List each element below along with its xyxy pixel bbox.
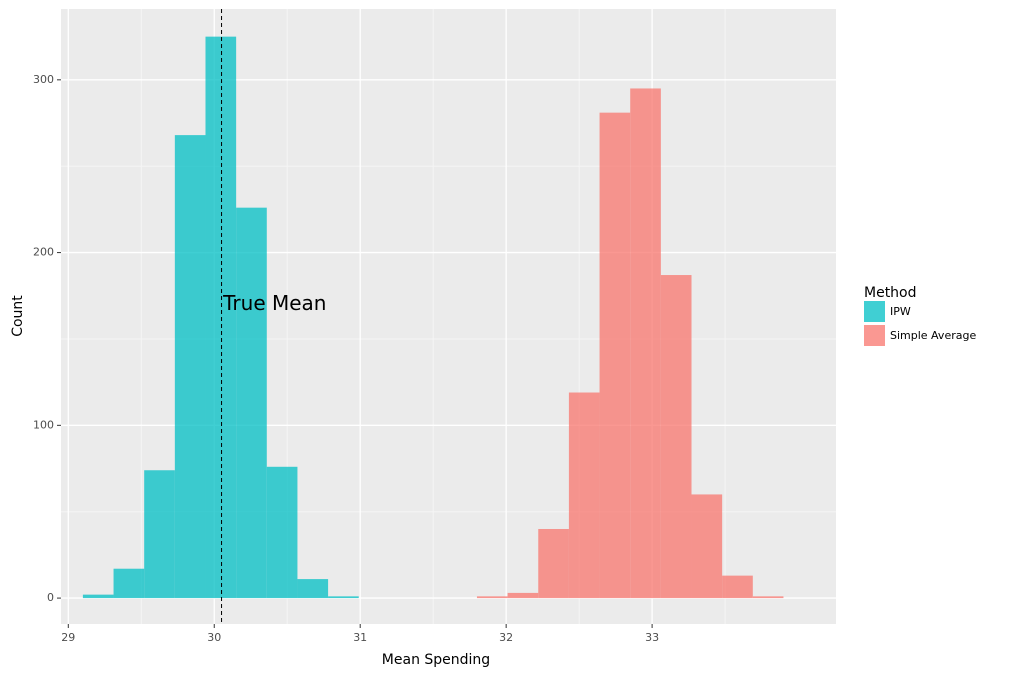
x-tick-label: 33 xyxy=(645,631,659,644)
bar-simple-average xyxy=(630,88,661,599)
histogram-bars xyxy=(82,36,784,599)
bar-ipw xyxy=(144,470,175,599)
bar-simple-average xyxy=(599,112,631,599)
bar-ipw xyxy=(266,466,298,599)
legend-key xyxy=(864,325,885,346)
legend: Method IPW Simple Average xyxy=(864,285,976,346)
y-tick-label: 200 xyxy=(33,246,54,259)
y-tick-label: 100 xyxy=(33,418,54,431)
bar-ipw xyxy=(236,207,267,599)
bar-simple-average xyxy=(538,528,569,599)
y-tick-label: 300 xyxy=(33,73,54,86)
x-tick-label: 30 xyxy=(207,631,221,644)
bar-simple-average xyxy=(476,596,508,599)
legend-title: Method xyxy=(864,285,917,301)
y-tick-label: 0 xyxy=(47,591,54,604)
bar-ipw xyxy=(297,579,329,599)
bar-ipw xyxy=(205,36,237,599)
bar-ipw xyxy=(174,135,206,599)
x-axis-ticks: 29 30 31 32 33 xyxy=(61,624,659,644)
x-tick-label: 29 xyxy=(61,631,75,644)
bar-simple-average xyxy=(691,494,723,599)
x-tick-label: 32 xyxy=(499,631,513,644)
bar-simple-average xyxy=(752,596,784,599)
legend-label: Simple Average xyxy=(890,329,976,342)
y-axis-ticks: 0 100 200 300 xyxy=(33,73,61,604)
bar-ipw xyxy=(113,568,145,599)
bar-simple-average xyxy=(507,592,539,599)
legend-label: IPW xyxy=(890,305,911,318)
y-axis-label: Count xyxy=(10,295,26,337)
legend-items: IPW Simple Average xyxy=(864,301,976,346)
bar-simple-average xyxy=(722,575,753,599)
x-tick-label: 31 xyxy=(353,631,367,644)
true-mean-annotation: True Mean xyxy=(222,291,326,315)
bar-simple-average xyxy=(568,392,600,599)
bar-ipw xyxy=(328,596,359,599)
bar-ipw xyxy=(82,594,114,599)
legend-key xyxy=(864,301,885,322)
x-axis-label: Mean Spending xyxy=(382,652,490,668)
bar-simple-average xyxy=(660,275,692,599)
